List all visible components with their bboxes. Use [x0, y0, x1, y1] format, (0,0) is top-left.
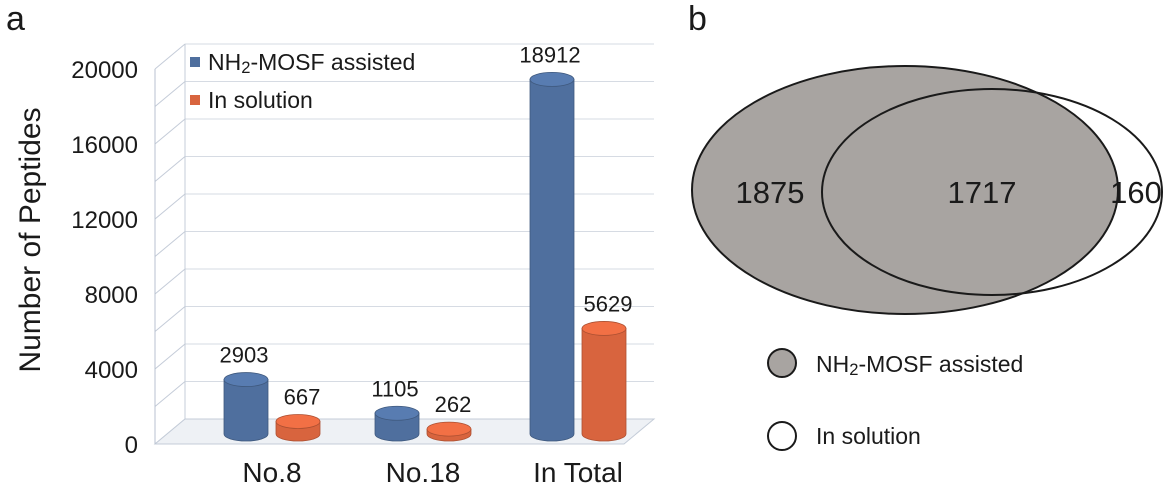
legend-marker-in-solution — [767, 421, 797, 451]
legend-label-nh2-mosf: NH2-MOSF assisted — [208, 49, 415, 77]
data-label: 1105 — [371, 376, 418, 401]
bar-nh2-mosf — [223, 379, 269, 442]
y-tick-label: 4000 — [85, 357, 138, 384]
axis-tick — [154, 193, 186, 220]
bar-cap-in-solution — [426, 421, 472, 437]
x-tick-label: No.18 — [386, 457, 461, 488]
data-label: 262 — [435, 392, 472, 417]
legend-swatch-nh2-mosf — [190, 57, 200, 67]
y-tick-label: 12000 — [71, 207, 138, 234]
data-label: 18912 — [519, 42, 580, 67]
y-tick-label: 16000 — [71, 132, 138, 159]
axis-tick — [154, 268, 186, 295]
legend-label-in-solution: In solution — [816, 423, 921, 449]
y-tick-label: 8000 — [85, 282, 138, 309]
axis-tick — [154, 231, 186, 257]
venn-overlap-value: 1717 — [948, 175, 1017, 210]
bar-chart: 0 4000 8000 12000 16000 20000 No.8 2903 667 No.18… — [14, 42, 656, 488]
axis-tick — [154, 306, 186, 332]
x-tick-label: No.8 — [242, 457, 301, 488]
venn-set-in-solution — [821, 88, 1163, 296]
bar-cap-nh2-mosf — [223, 372, 269, 387]
bar-in-solution — [581, 328, 627, 442]
bar-cap-in-solution — [581, 321, 627, 336]
panel-label-b: b — [688, 0, 707, 38]
y-tick-label: 20000 — [71, 57, 138, 84]
venn-diagram: 1875 1717 160 NH2-MOSF assisted In solut… — [691, 65, 1163, 451]
x-tick-label: In Total — [533, 457, 623, 488]
data-label: 5629 — [584, 291, 633, 316]
axis-tick — [154, 343, 186, 370]
y-axis-title: Number of Peptides — [14, 107, 47, 372]
axis-tick — [154, 43, 186, 70]
data-label: 667 — [284, 384, 321, 409]
bar-cap-nh2-mosf — [529, 72, 575, 87]
venn-set-nh2-mosf — [691, 65, 1119, 315]
legend-label-nh2-mosf: NH2-MOSF assisted — [816, 351, 1023, 379]
panel-label-a: a — [6, 0, 25, 38]
venn-only-solution-value: 160 — [1110, 175, 1162, 210]
axis-tick — [154, 81, 186, 107]
legend-marker-nh2-mosf — [767, 348, 797, 378]
data-label: 2903 — [220, 343, 269, 368]
axis-tick — [154, 156, 186, 182]
bar-nh2-mosf — [374, 412, 420, 442]
axis-tick — [154, 381, 186, 407]
bar-cap-in-solution — [275, 414, 321, 429]
legend-label-in-solution: In solution — [208, 87, 313, 113]
bar-cap-nh2-mosf — [374, 405, 420, 421]
bar-nh2-mosf — [529, 79, 575, 442]
axis-tick — [154, 118, 186, 145]
y-tick-label: 0 — [125, 432, 138, 459]
venn-only-nh2-value: 1875 — [736, 175, 805, 210]
legend-swatch-in-solution — [190, 95, 200, 105]
